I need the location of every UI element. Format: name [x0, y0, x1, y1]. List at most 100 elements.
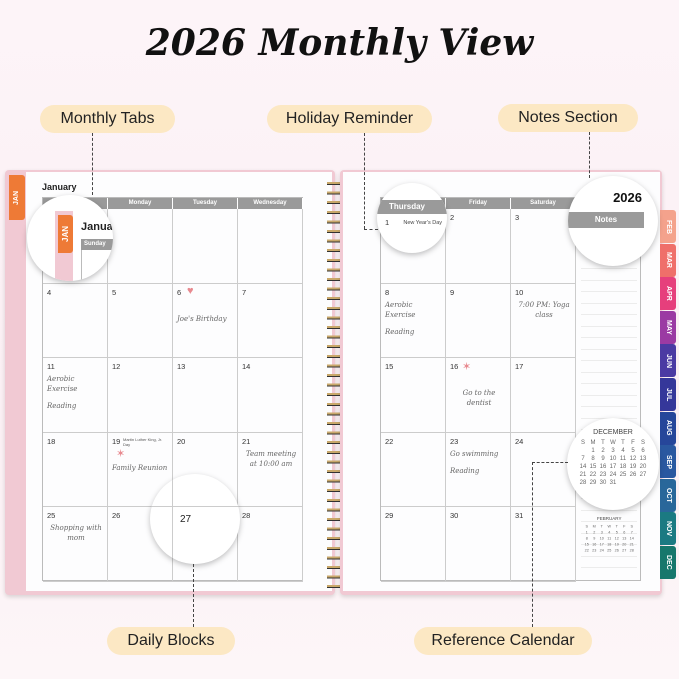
weekday-initial: W [610, 440, 616, 446]
notes-list: Go swimming Reading [450, 449, 508, 476]
day-cell[interactable]: 3 [511, 209, 576, 284]
month-tab-mar[interactable]: MAR [660, 243, 676, 277]
leader-line [589, 132, 590, 178]
grid-line [150, 506, 240, 507]
weekday-initial: M [592, 524, 596, 529]
day-cell[interactable]: 18 [43, 432, 108, 508]
month-tab-aug[interactable]: AUG [660, 411, 676, 445]
weekday-initial: M [590, 440, 596, 446]
month-tab-feb[interactable]: FEB [660, 210, 676, 243]
callout-daily-blocks: Daily Blocks [107, 627, 235, 655]
weekday-initial: T [615, 524, 618, 529]
day-cell[interactable]: 28 [238, 507, 303, 582]
month-tab-jun[interactable]: JUN [660, 344, 676, 378]
day-cell[interactable]: 22 [381, 432, 446, 508]
mini-day: 21 [629, 542, 634, 547]
notes-line [581, 521, 637, 522]
mini-day: 3 [600, 530, 603, 535]
magnifier-monthly-tab: JAN January Sunday [27, 195, 113, 281]
notes-line [581, 337, 637, 338]
mini-day: 14 [579, 464, 587, 470]
day-cell[interactable]: 14 [238, 358, 303, 433]
notes-list: Joe's Birthday [177, 314, 235, 324]
day-number: 28 [242, 511, 251, 521]
day-cell[interactable]: 7 [238, 283, 303, 359]
day-cell[interactable]: 13 [173, 358, 238, 433]
mini-day: 17 [599, 542, 604, 547]
mini-day: 24 [599, 548, 604, 553]
magnifier-daily-block: 27 [150, 474, 240, 564]
day-cell[interactable]: 23 Go swimming Reading [446, 432, 511, 508]
day-cell[interactable]: 25 Shopping with mom [43, 507, 108, 582]
day-cell[interactable]: 24 [511, 432, 576, 508]
day-cell[interactable]: 16 ✶ Go to the dentist [446, 358, 511, 433]
weekday-initial: F [631, 440, 635, 446]
month-tab-sep[interactable]: SEP [660, 445, 676, 479]
heart-sticker-icon: ♥ [187, 284, 194, 297]
weekday-header: Wednesday [238, 198, 303, 209]
notes-line [581, 567, 637, 568]
day-number: 8 [385, 287, 390, 297]
mini-day: 9 [593, 536, 596, 541]
month-tab-jul[interactable]: JUL [660, 378, 676, 411]
day-cell[interactable]: 21 Team meeting at 10:00 am [238, 432, 303, 508]
day-cell[interactable] [108, 209, 173, 284]
day-number: 16 [450, 362, 459, 372]
notes-line [581, 279, 637, 281]
day-cell[interactable]: 10 7:00 PM: Yoga class [511, 283, 576, 359]
day-cell[interactable]: 8 Aerobic Exercise Reading [381, 283, 446, 359]
mini-day: 19 [629, 464, 637, 470]
weekday-initial: T [621, 440, 625, 446]
day-cell[interactable] [381, 209, 446, 284]
mini-day [578, 447, 588, 455]
weekday-initial: S [630, 524, 634, 529]
notes-line [581, 544, 637, 545]
day-number: 29 [385, 511, 394, 521]
page-title: 2026 Monthly View [145, 22, 534, 64]
day-cell[interactable]: 4 [43, 283, 108, 359]
day-cell[interactable]: 5 [108, 283, 173, 359]
day-cell[interactable]: 30 [446, 507, 511, 582]
day-cell[interactable]: 31 [511, 507, 576, 582]
day-cell[interactable]: 2 [446, 209, 511, 284]
month-tab-dec[interactable]: DEC [660, 546, 676, 579]
day-cell[interactable] [238, 209, 303, 284]
notes-line [581, 302, 637, 304]
month-tab-may[interactable]: MAY [660, 310, 676, 344]
mini-calendar-title: FEBRUARY [597, 516, 622, 522]
day-cell[interactable] [173, 209, 238, 284]
mini-day: 26 [614, 548, 619, 553]
day-cell[interactable]: 29 [381, 507, 446, 582]
mini-day: 13 [639, 456, 647, 462]
day-cell[interactable]: 15 [381, 358, 446, 433]
day-number: 18 [47, 436, 56, 446]
day-cell[interactable] [173, 507, 238, 582]
mini-day: 7 [581, 456, 585, 462]
day-cell[interactable]: 11 Aerobic Exercise Reading [43, 358, 108, 433]
weekday-initial: W [607, 524, 612, 529]
mini-day [638, 479, 648, 487]
day-number: 14 [242, 362, 251, 372]
reference-calendar-february: FEBRUARY S M T W T F S 1 2 3 4 5 6 7 8 9 10 11 12 13 14 15 16 17… [580, 516, 639, 554]
day-cell[interactable]: 19 Martin Luther King, Jr. Day ✶ Family Reu… [108, 432, 173, 508]
day-cell[interactable]: 9 [446, 283, 511, 359]
day-number: 23 [450, 436, 459, 446]
day-number: 27 [180, 514, 192, 525]
month-tab-oct[interactable]: OCT [660, 478, 676, 512]
callout-notes-section: Notes Section [498, 104, 638, 132]
mini-day: 19 [614, 542, 619, 547]
mini-day: 14 [629, 536, 634, 541]
day-cell[interactable]: 6 ♥ Joe's Birthday [173, 283, 238, 359]
day-number: 17 [515, 362, 524, 372]
jan-tab[interactable]: JAN [9, 175, 25, 220]
day-number: 26 [112, 511, 121, 521]
month-tab-apr[interactable]: APR [660, 277, 676, 311]
day-cell[interactable]: 17 [511, 358, 576, 433]
handwritten-note: Shopping with mom [50, 524, 102, 543]
day-number: 19 [112, 436, 121, 446]
handwritten-note: Joe's Birthday [177, 314, 227, 323]
star-sticker-icon: ✶ [116, 447, 126, 460]
day-cell[interactable]: 12 [108, 358, 173, 433]
year-label: 2026 [613, 190, 642, 205]
month-tab-nov[interactable]: NOV [660, 512, 676, 546]
